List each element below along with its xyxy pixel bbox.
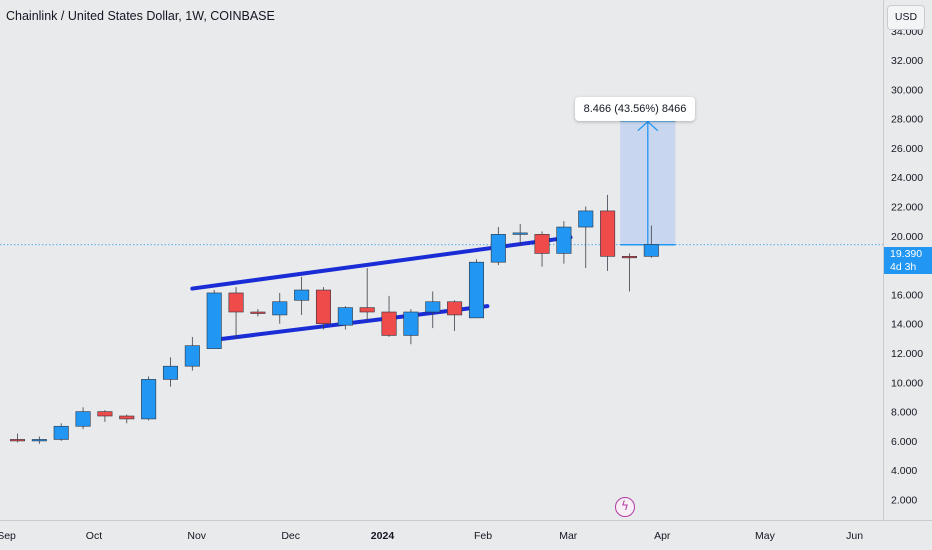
candle: [578, 206, 594, 269]
candle-body: [141, 379, 157, 420]
candle-body: [315, 289, 331, 325]
last-price-tag: 19.390 4d 3h: [884, 247, 932, 274]
candle: [206, 290, 222, 349]
measure-arrow-head: [637, 120, 659, 132]
candle-body: [337, 307, 353, 326]
candle-body: [228, 292, 244, 313]
y-tick-label: 10.000: [891, 377, 923, 389]
candle-body: [578, 210, 594, 228]
candle-body: [206, 292, 222, 349]
currency-button[interactable]: USD: [887, 5, 925, 30]
candle-body: [294, 289, 310, 301]
candle: [228, 287, 244, 339]
candle: [294, 276, 310, 315]
candle: [403, 309, 419, 345]
y-tick-label: 24.000: [891, 172, 923, 184]
y-tick-label: 26.000: [891, 143, 923, 155]
candle-body: [512, 232, 528, 235]
x-tick-label: Jun: [846, 530, 863, 542]
candle: [643, 225, 659, 258]
candle-body: [97, 411, 113, 417]
candle-body: [31, 439, 47, 442]
y-tick-label: 2.000: [891, 494, 917, 506]
y-tick-label: 16.000: [891, 289, 923, 301]
candle: [53, 423, 69, 441]
y-tick-label: 22.000: [891, 202, 923, 214]
candle: [162, 357, 178, 387]
y-tick-label: 28.000: [891, 114, 923, 126]
candle-body: [381, 311, 397, 336]
y-tick-label: 14.000: [891, 319, 923, 331]
candle-body: [468, 261, 484, 319]
candle: [621, 253, 637, 292]
candle-body: [119, 415, 135, 420]
y-tick-label: 4.000: [891, 465, 917, 477]
candle-body: [359, 307, 375, 313]
candle: [337, 306, 353, 330]
candle: [512, 224, 528, 247]
candle: [272, 292, 288, 324]
x-tick-label: Nov: [187, 530, 206, 542]
candle-body: [75, 411, 91, 427]
candle-body: [534, 234, 550, 254]
candle: [141, 376, 157, 421]
x-tick-label: Dec: [281, 530, 300, 542]
x-tick-label: 2024: [371, 530, 395, 542]
x-tick-label: Oct: [86, 530, 102, 542]
candle: [490, 227, 506, 266]
candle-body: [250, 311, 266, 314]
candle: [315, 287, 331, 330]
candle: [425, 291, 441, 329]
candle: [119, 414, 135, 424]
candle: [600, 194, 616, 271]
y-tick-label: 20.000: [891, 231, 923, 243]
candle-body: [184, 345, 200, 367]
candle-body: [272, 301, 288, 316]
candle-body: [600, 210, 616, 257]
candle-body: [447, 301, 463, 316]
candle: [359, 268, 375, 321]
candle-body: [403, 311, 419, 336]
candle-body: [490, 234, 506, 263]
candle: [97, 410, 113, 422]
x-tick-label: May: [755, 530, 776, 542]
chart-title: Chainlink / United States Dollar, 1W, CO…: [6, 9, 275, 23]
bar-countdown: 4d 3h: [890, 261, 917, 273]
candle-body: [621, 256, 637, 259]
y-tick-label: 30.000: [891, 84, 923, 96]
y-tick-label: 6.000: [891, 436, 917, 448]
candle-body: [643, 244, 659, 257]
x-tick-label: Mar: [559, 530, 578, 542]
candle: [9, 433, 25, 443]
candle: [381, 295, 397, 337]
x-tick-label: Sep: [0, 530, 16, 542]
candle: [468, 259, 484, 319]
candle: [250, 309, 266, 317]
candle-body: [162, 365, 178, 380]
candle-body: [53, 425, 69, 440]
y-tick-label: 8.000: [891, 407, 917, 419]
y-tick-label: 12.000: [891, 348, 923, 360]
upper-trendline: [190, 235, 573, 291]
candle: [447, 300, 463, 332]
candle: [556, 221, 572, 264]
candle: [31, 436, 47, 444]
candle-body: [425, 301, 441, 313]
y-tick-label: 32.000: [891, 55, 923, 67]
candle-body: [556, 226, 572, 254]
x-tick-label: Apr: [654, 530, 671, 542]
candle-body: [9, 439, 25, 442]
lightning-icon[interactable]: ϟ: [615, 497, 635, 517]
candle: [184, 336, 200, 371]
candle: [75, 407, 91, 430]
measure-label: 8.466 (43.56%) 8466: [575, 97, 695, 121]
candle: [534, 231, 550, 267]
last-price-value: 19.390: [890, 248, 923, 260]
x-tick-label: Feb: [474, 530, 492, 542]
